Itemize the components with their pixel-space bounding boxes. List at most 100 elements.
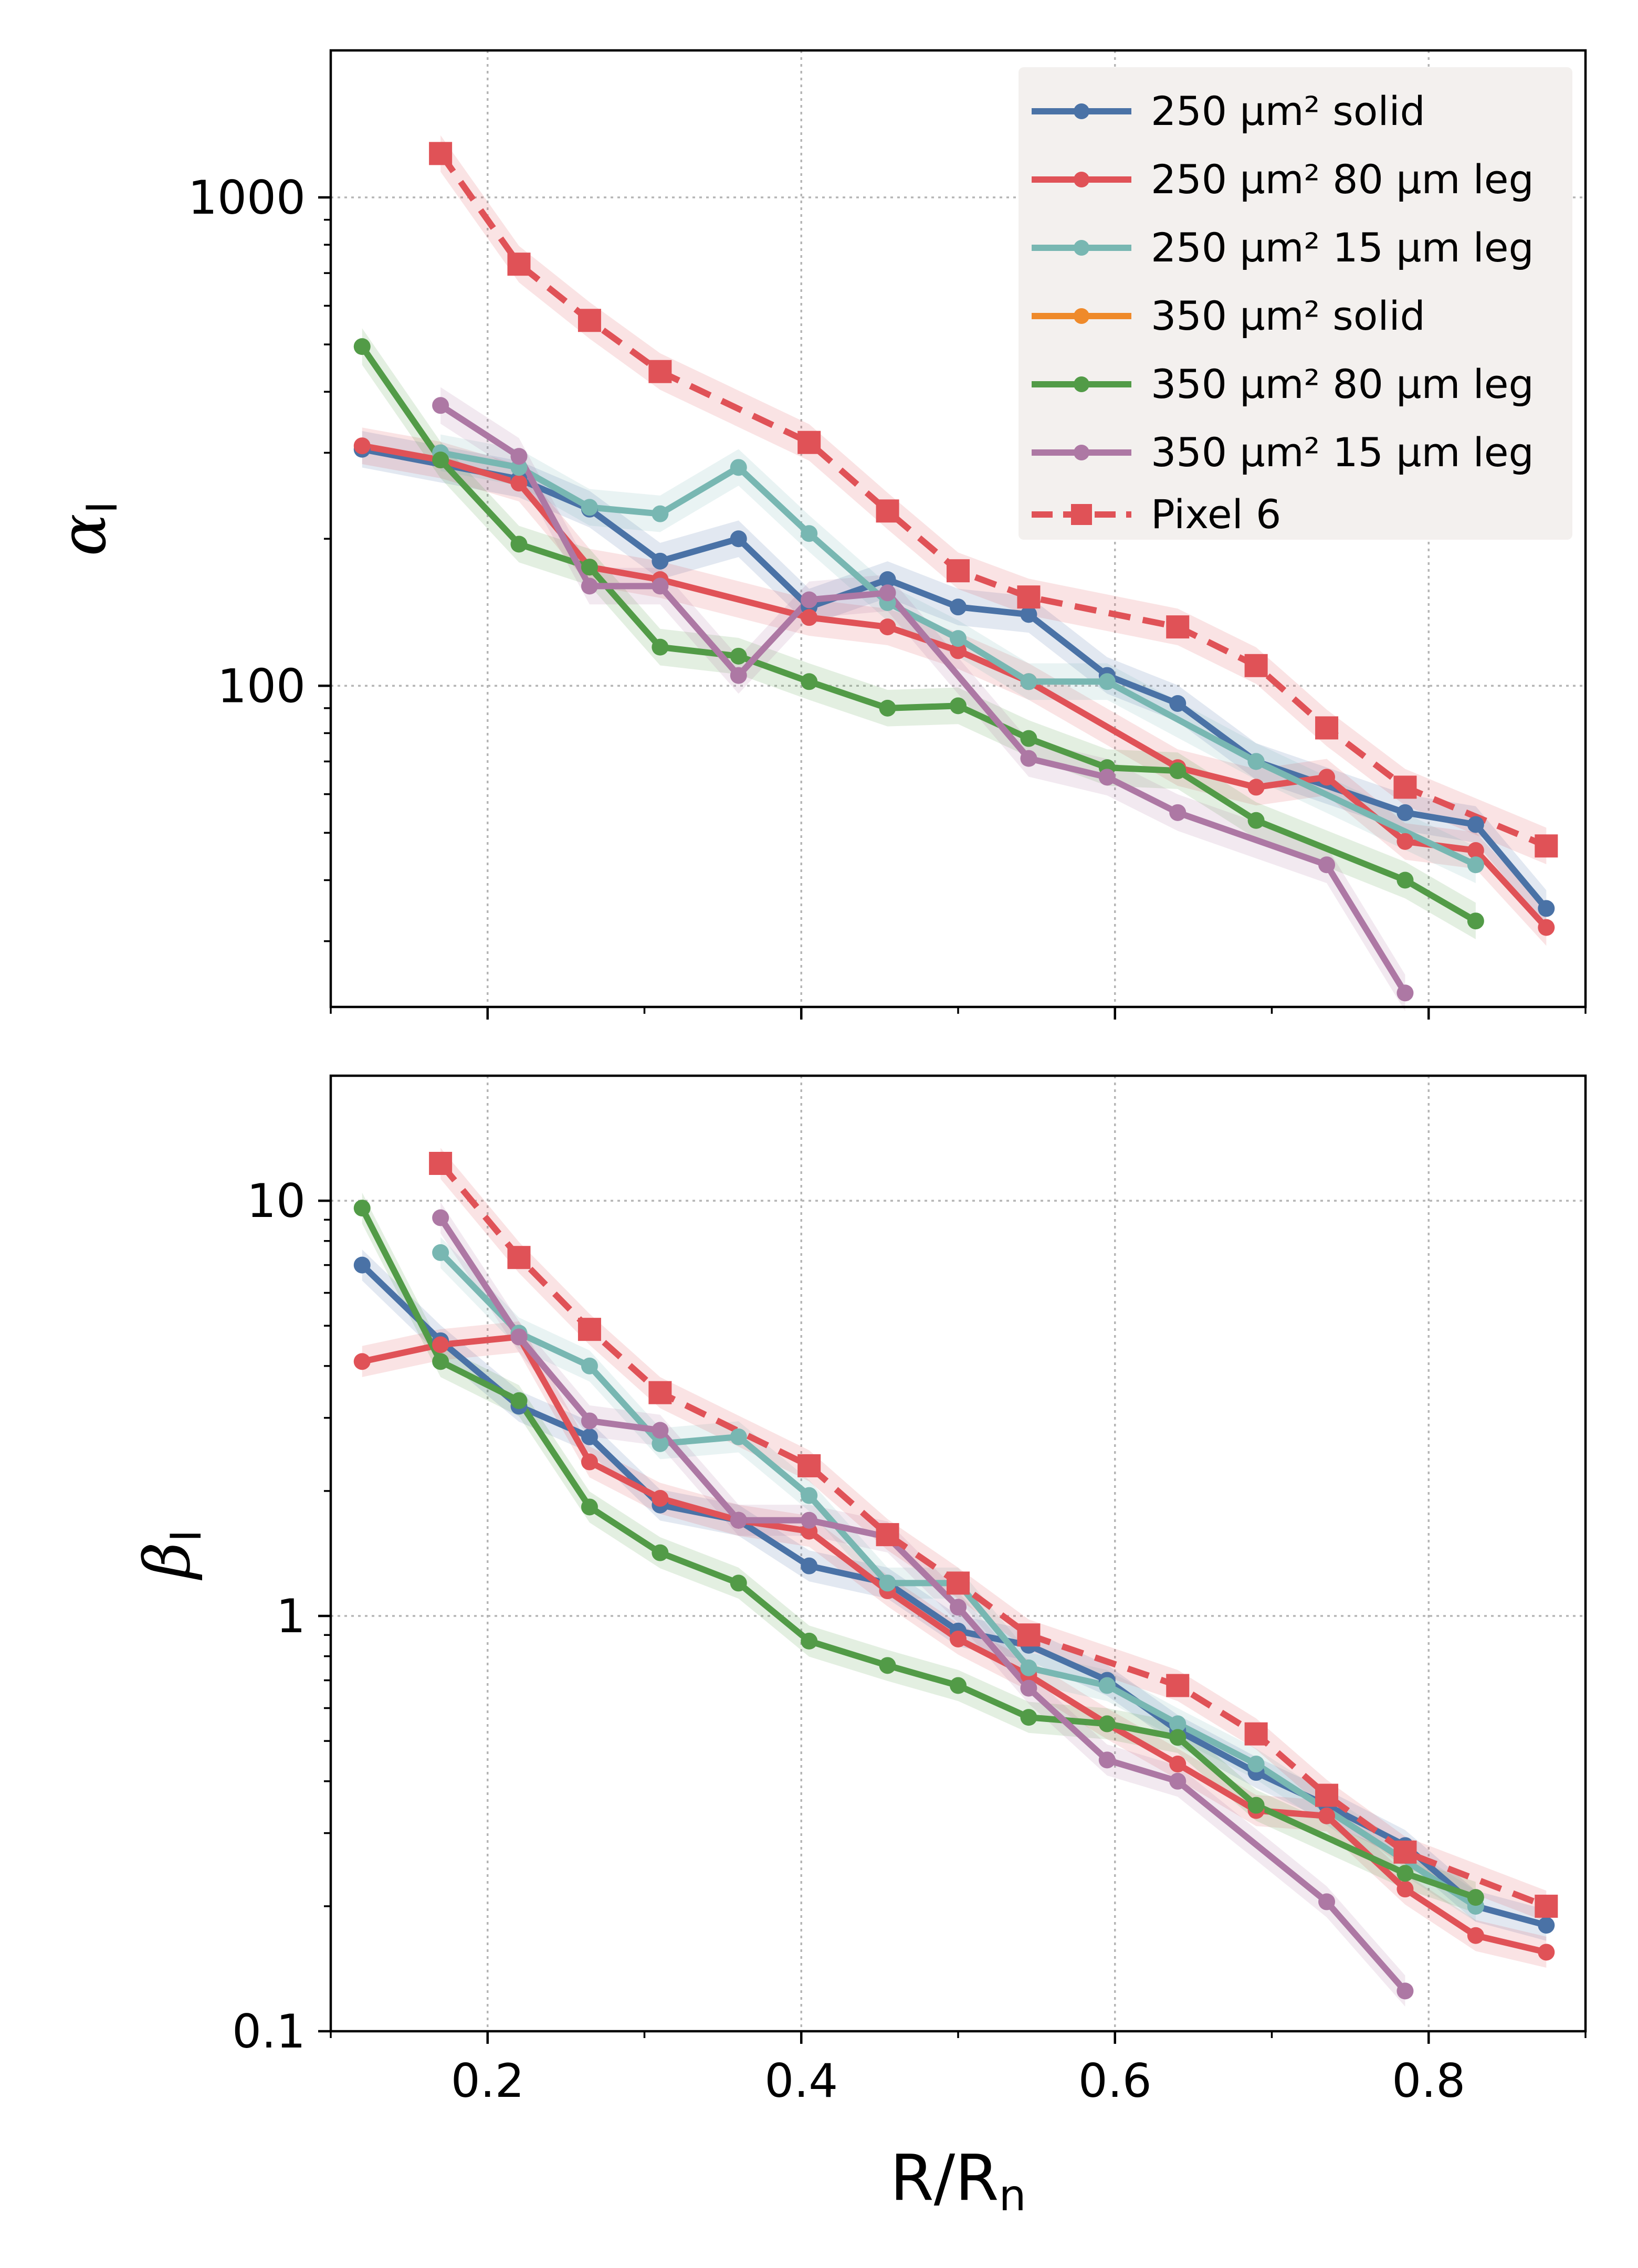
point-pixel6 [1393,1840,1417,1864]
point-350_80 [581,559,598,576]
point-350_15 [581,1412,598,1430]
point-350_80 [1247,1797,1265,1814]
point-250_80 [1318,769,1336,786]
point-350_15 [1396,1982,1414,2000]
point-250_15 [1247,1756,1265,1773]
beta-grid [331,1076,1586,2031]
point-250_80 [1396,1881,1414,1898]
point-250_15 [801,1487,818,1504]
x-tick-label: 0.4 [764,2054,838,2108]
alpha-panel: 100 1000 αI 250 μm² solid 250 μm² 80 μm l… [47,49,1587,1020]
point-350_80 [1020,730,1037,747]
point-250_80 [950,642,967,659]
point-350_80 [801,1632,818,1650]
x-tick-label: 0.6 [1078,2054,1152,2108]
point-350_80 [1169,1729,1186,1746]
point-pixel6 [876,1523,899,1547]
point-350_80 [1020,1709,1037,1726]
point-250_15 [1098,1677,1116,1694]
point-350_15 [510,1328,528,1346]
point-350_15 [652,1422,669,1439]
legend-label-pixel6: Pixel 6 [1151,491,1281,538]
point-250_80 [652,1489,669,1507]
point-250_15 [730,1428,747,1445]
legend-entry-250-15: 250 μm² 15 μm leg [1032,224,1534,271]
point-350_15 [1098,769,1116,786]
point-pixel6 [1315,1783,1339,1807]
beta-y-tick-label: 1 [276,1589,306,1643]
point-250_15 [801,525,818,542]
beta-y-tick-label: 0.1 [232,2004,306,2059]
point-350_80 [879,1657,896,1674]
point-pixel6 [1166,615,1190,639]
point-350_15 [581,578,598,595]
point-250_solid [950,598,967,616]
point-350_80 [950,697,967,715]
point-350_15 [1169,1772,1186,1790]
point-pixel6 [507,253,531,276]
point-250_15 [879,1574,896,1592]
point-350_80 [1169,762,1186,780]
point-350_15 [1318,856,1336,874]
point-pixel6 [1535,1894,1558,1918]
alpha-series-markers [353,142,1558,1002]
x-tick-label: 0.8 [1392,2054,1465,2108]
point-350_80 [510,1392,528,1409]
point-350_80 [1396,1865,1414,1882]
legend-entry-250-80: 250 μm² 80 μm leg [1032,156,1534,203]
point-350_15 [432,397,449,414]
beta-axis-title: βI [131,1530,211,1581]
point-pixel6 [797,430,821,454]
alpha-y-tick-label: 100 [217,659,306,713]
point-250_80 [879,618,896,636]
point-250_solid [1020,606,1037,623]
point-250_80 [510,475,528,492]
point-250_15 [730,459,747,476]
point-250_15 [581,499,598,516]
band-250_80 [362,427,1547,946]
point-250_solid [801,1557,818,1574]
point-250_80 [1538,1944,1555,1961]
point-250_solid [1538,900,1555,917]
point-250_solid [1538,1917,1555,1934]
point-350_15 [801,1511,818,1529]
point-350_15 [652,578,669,595]
point-pixel6 [1166,1674,1190,1697]
point-250_15 [432,1244,449,1261]
legend-label-250-solid: 250 μm² solid [1151,88,1425,134]
point-250_80 [1467,842,1484,859]
series-line-250_15 [437,449,1479,868]
point-250_solid [1169,695,1186,712]
alpha-y-tick-label: 1000 [188,171,306,225]
point-350_80 [879,699,896,717]
point-350_15 [730,1511,747,1529]
point-pixel6 [1244,654,1268,677]
point-pixel6 [648,1381,672,1404]
alpha-ticks: 100 1000 [188,171,1587,1020]
beta-ticks: 0.2 0.4 0.6 0.8 0.1 1 10 [232,1174,1587,2108]
point-pixel6 [578,1318,601,1341]
legend-background [1018,67,1572,540]
point-pixel6 [429,142,453,165]
point-250_15 [950,630,967,647]
point-250_80 [353,437,371,455]
point-250_80 [1169,1756,1186,1773]
point-250_solid [652,552,669,570]
point-350_15 [1318,1893,1336,1910]
legend-entry-350-solid: 350 μm² solid [1032,292,1425,339]
point-pixel6 [507,1246,531,1269]
point-350_15 [730,667,747,684]
point-350_15 [1020,750,1037,767]
point-250_80 [950,1630,967,1647]
point-350_80 [730,647,747,665]
point-pixel6 [876,499,899,523]
point-pixel6 [1017,585,1041,609]
legend-label-350-15: 350 μm² 15 μm leg [1151,429,1534,476]
point-pixel6 [1244,1722,1268,1746]
legend-entry-pixel6: Pixel 6 [1032,491,1281,538]
point-pixel6 [947,1571,970,1595]
point-350_80 [353,338,371,355]
point-250_solid [353,1256,371,1274]
point-350_80 [801,673,818,690]
